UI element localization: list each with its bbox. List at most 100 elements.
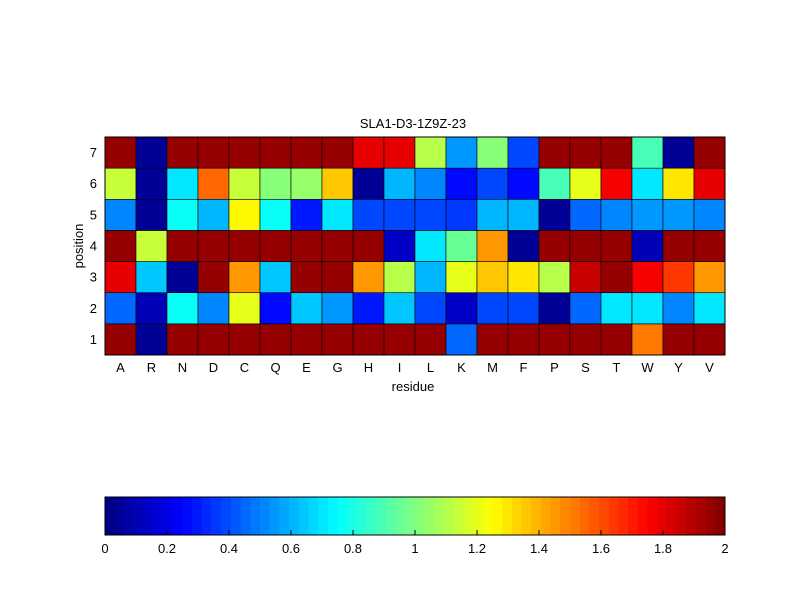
y-tick-label: 6: [90, 176, 97, 191]
y-tick-label: 1: [90, 332, 97, 347]
heatmap-cell: [290, 261, 323, 294]
heatmap-cell: [104, 261, 137, 294]
heatmap-cell: [476, 198, 509, 231]
heatmap-cell: [538, 167, 571, 200]
heatmap-cell: [507, 167, 540, 200]
colorbar-swatch: [657, 497, 668, 535]
x-tick-label: W: [641, 360, 654, 375]
heatmap-cell: [259, 167, 292, 200]
heatmap-cell: [197, 292, 230, 325]
heatmap-cell: [228, 167, 261, 200]
heatmap-cell: [414, 167, 447, 200]
heatmap-cell: [321, 136, 354, 169]
colorbar-swatch: [715, 497, 726, 535]
heatmap-cell: [383, 292, 416, 325]
heatmap-cell: [259, 198, 292, 231]
colorbar-tick-label: 2: [721, 541, 728, 556]
heatmap-cell: [414, 230, 447, 262]
heatmap-cell: [228, 198, 261, 231]
y-tick-label: 3: [90, 270, 97, 285]
colorbar-swatch: [608, 497, 619, 535]
colorbar-swatch: [579, 497, 590, 535]
heatmap-cell: [662, 136, 695, 169]
heatmap-cell: [631, 261, 664, 294]
colorbar-swatch: [182, 497, 193, 535]
colorbar-swatch: [318, 497, 329, 535]
colorbar-swatch: [550, 497, 561, 535]
colorbar-swatch: [337, 497, 348, 535]
heatmap-cell: [414, 198, 447, 231]
heatmap-cell: [662, 230, 695, 262]
x-tick-label: H: [364, 360, 373, 375]
heatmap-cell: [352, 136, 385, 169]
heatmap-cell: [383, 198, 416, 231]
heatmap-cell: [414, 136, 447, 169]
heatmap-cell: [538, 198, 571, 231]
colorbar-swatch: [589, 497, 600, 535]
heatmap-cell: [228, 323, 261, 356]
colorbar-swatch: [647, 497, 658, 535]
colorbar-swatch: [676, 497, 687, 535]
colorbar-swatch: [560, 497, 571, 535]
x-tick-label: L: [427, 360, 434, 375]
heatmap-cell: [476, 292, 509, 325]
heatmap-cell: [569, 136, 602, 169]
heatmap-cell: [135, 323, 168, 356]
heatmap-cell: [631, 230, 664, 262]
colorbar-swatch: [424, 497, 435, 535]
colorbar-swatch: [628, 497, 639, 535]
colorbar-swatch: [172, 497, 183, 535]
heatmap-cell: [197, 261, 230, 294]
heatmap-cell: [104, 323, 137, 356]
heatmap-cell: [321, 323, 354, 356]
heatmap-cell: [228, 136, 261, 169]
colorbar-swatch: [211, 497, 222, 535]
y-tick-label: 2: [90, 301, 97, 316]
heatmap-cell: [321, 167, 354, 200]
x-tick-label: A: [116, 360, 125, 375]
heatmap-cell: [166, 323, 199, 356]
heatmap-cell: [228, 292, 261, 325]
colorbar-swatch: [289, 497, 300, 535]
colorbar-swatch: [415, 497, 426, 535]
heatmap-cell: [259, 261, 292, 294]
heatmap-cell: [135, 230, 168, 262]
x-tick-label: E: [302, 360, 311, 375]
heatmap-cell: [507, 261, 540, 294]
colorbar-swatch: [114, 497, 125, 535]
colorbar-swatch: [540, 497, 552, 535]
heatmap-cell: [383, 261, 416, 294]
heatmap-cell: [569, 230, 602, 262]
x-tick-label: D: [209, 360, 218, 375]
colorbar-swatch: [105, 497, 116, 535]
heatmap-cell: [166, 261, 199, 294]
colorbar-swatch: [695, 497, 707, 535]
heatmap-cell: [662, 261, 695, 294]
y-axis-label: position: [71, 224, 86, 269]
colorbar-swatch: [279, 497, 290, 535]
heatmap-cell: [538, 136, 571, 169]
colorbar-swatch: [260, 497, 271, 535]
heatmap-cell: [631, 323, 664, 356]
colorbar-swatch: [298, 497, 309, 535]
heatmap-cell: [259, 136, 292, 169]
heatmap-cell: [538, 323, 571, 356]
heatmap-cell: [104, 292, 137, 325]
heatmap-cell: [414, 261, 447, 294]
heatmap-cell: [600, 292, 633, 325]
colorbar: [105, 497, 726, 535]
heatmap-cell: [104, 167, 137, 200]
heatmap-cell: [197, 230, 230, 262]
heatmap-cell: [352, 230, 385, 262]
heatmap-cell: [569, 167, 602, 200]
heatmap-cell: [693, 230, 726, 262]
heatmap-cell: [693, 198, 726, 231]
heatmap-cell: [135, 167, 168, 200]
heatmap-cell: [290, 323, 323, 356]
heatmap-cell: [600, 323, 633, 356]
colorbar-swatch: [444, 497, 455, 535]
heatmap-cell: [693, 136, 726, 169]
colorbar-swatch: [250, 497, 261, 535]
colorbar-swatch: [395, 497, 406, 535]
heatmap-cell: [166, 292, 199, 325]
